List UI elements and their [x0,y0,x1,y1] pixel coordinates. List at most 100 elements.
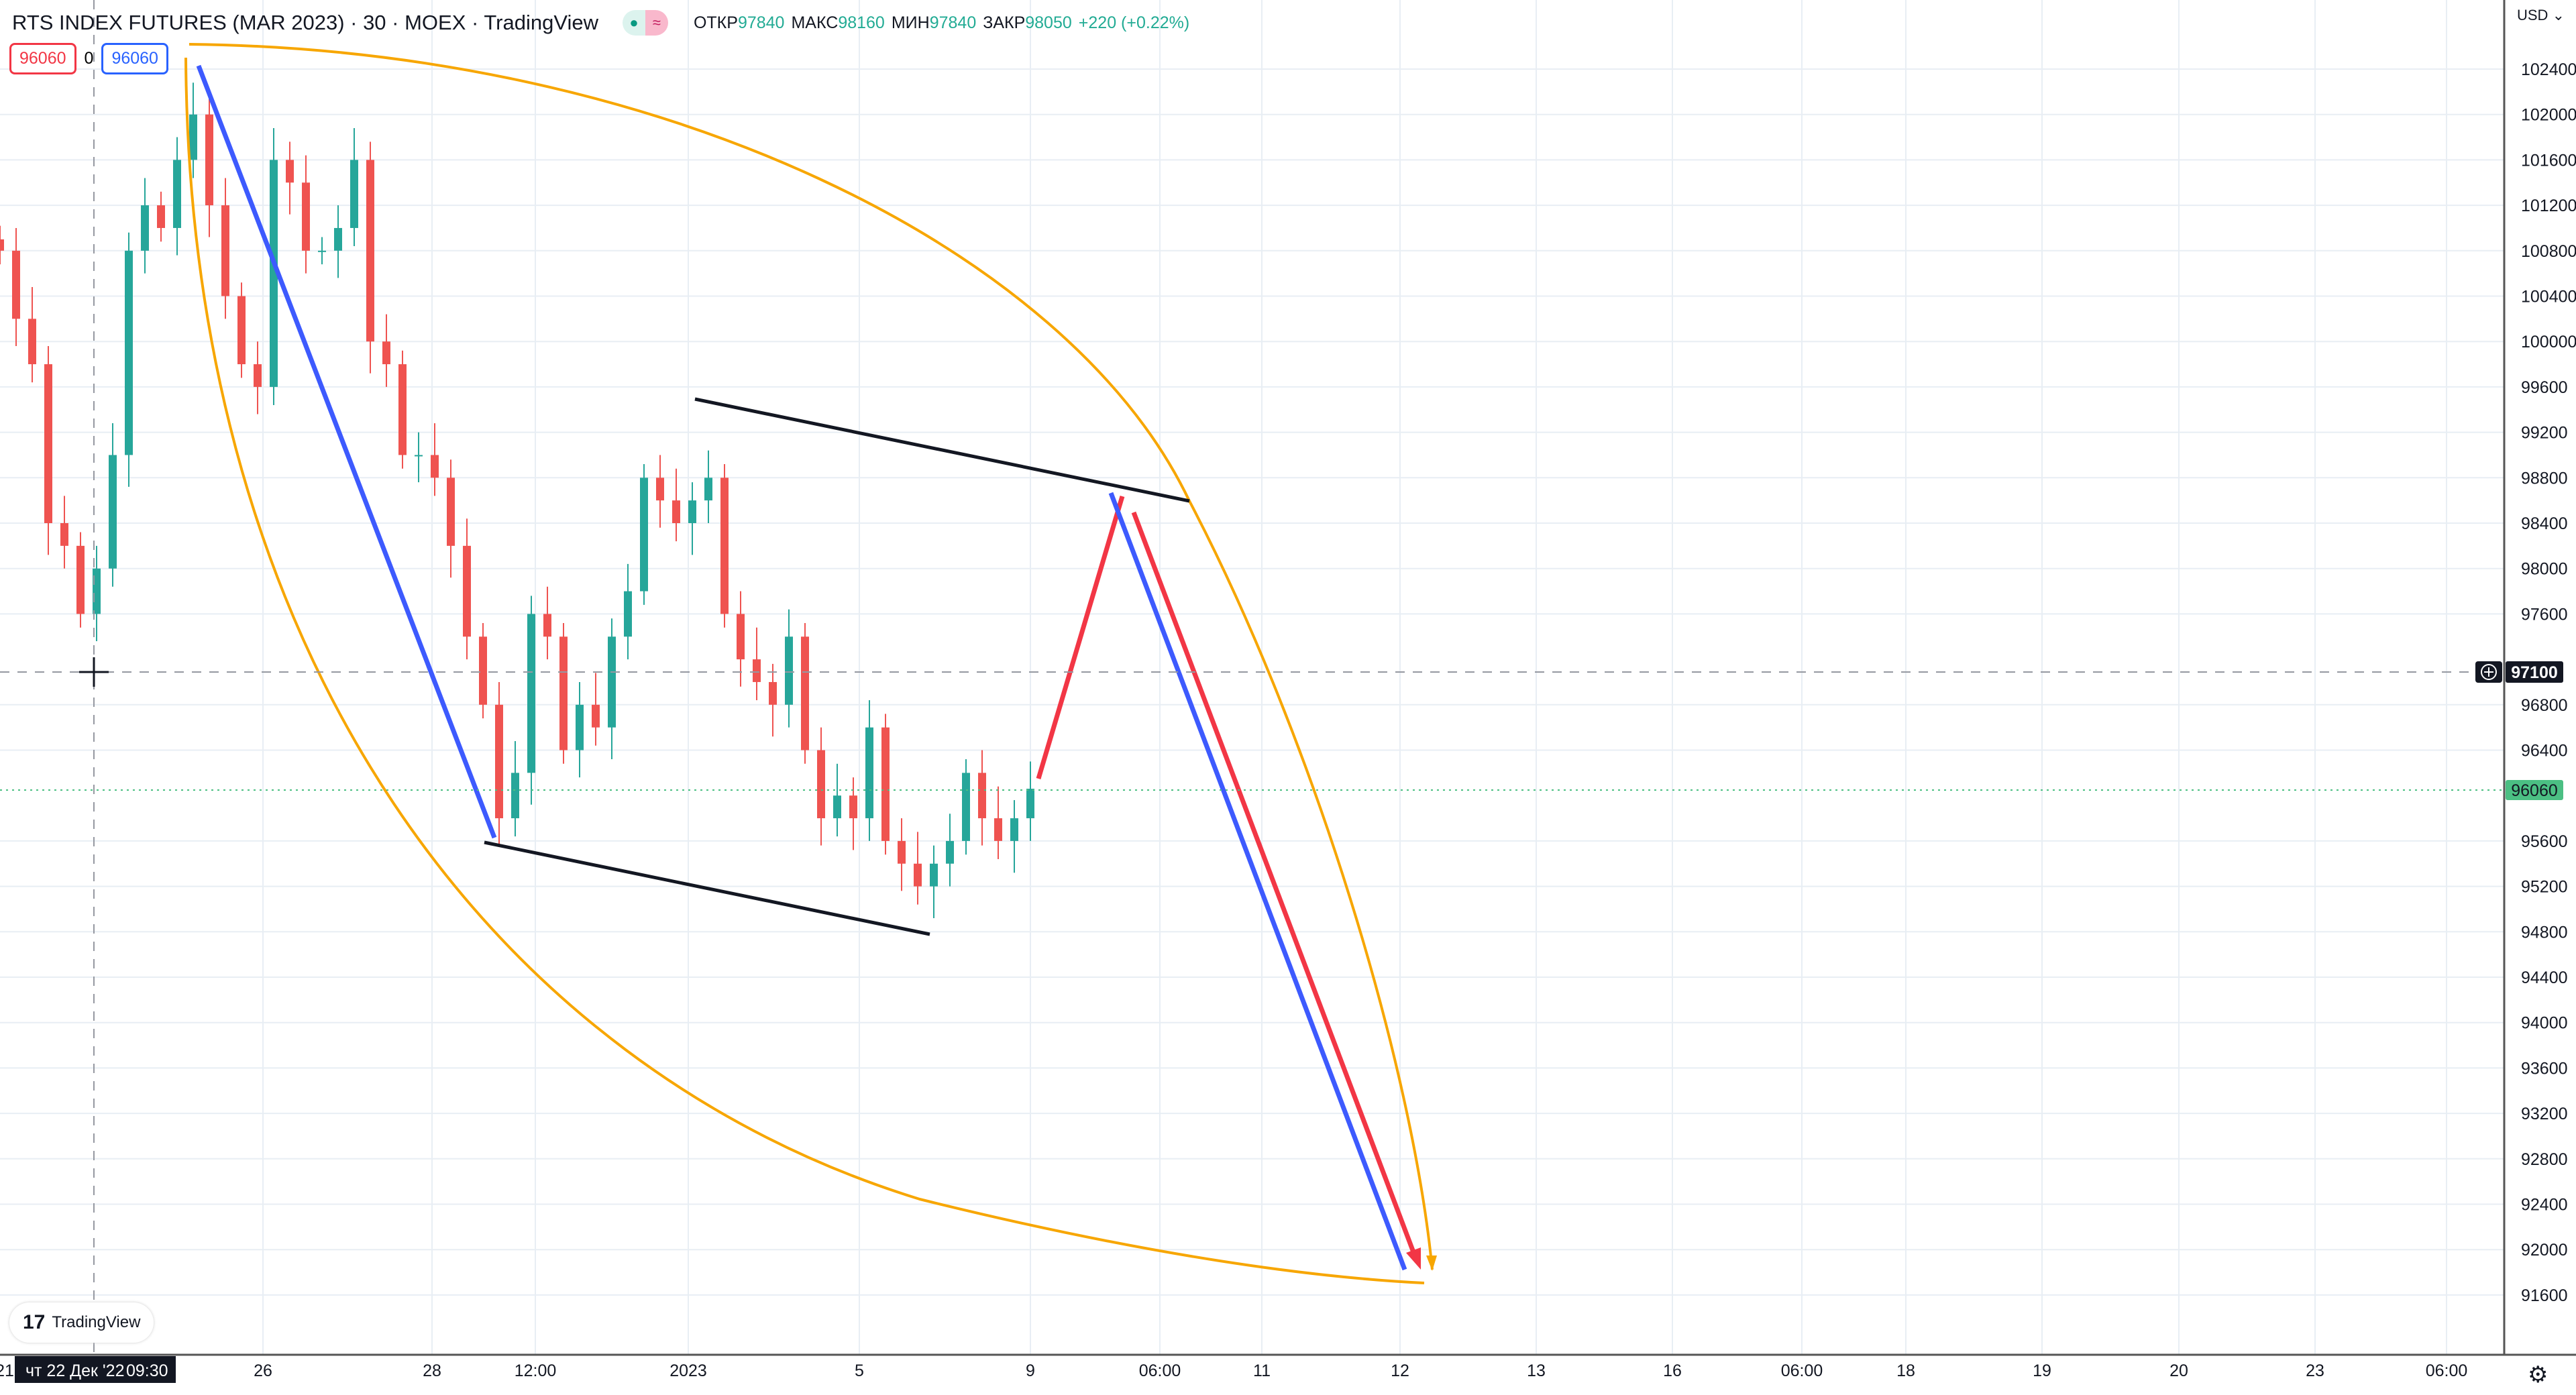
price-tick-label: 98400 [2521,514,2568,533]
sell-button[interactable]: 96060 [9,43,76,74]
candle-body [720,478,729,614]
price-tick-label: 96400 [2521,742,2568,761]
symbol-title[interactable]: RTS INDEX FUTURES (MAR 2023) · 30 · MOEX… [12,11,598,34]
market-status[interactable]: ● ≈ [622,10,668,36]
price-tick-label: 102400 [2521,60,2576,79]
ohlc-legend: ОТКР97840 МАКС98160 МИН97840 ЗАКР98050 +… [694,13,1189,33]
candle-body [785,636,793,705]
candle-body [881,727,890,841]
candle-body [28,319,36,365]
currency-dropdown[interactable]: USD ⌄ [2517,7,2565,24]
open-value: 97840 [737,13,785,32]
price-tick-label: 99600 [2521,378,2568,397]
chart-header: RTS INDEX FUTURES (MAR 2023) · 30 · MOEX… [12,8,1189,38]
candle-body [704,478,712,501]
blue-trend-line[interactable] [196,64,497,839]
price-tick-label: 100400 [2521,288,2576,306]
price-tick-label: 102000 [2521,106,2576,125]
trade-badges: 96060 0 96060 [9,43,168,74]
candle-body [205,114,213,206]
price-tick-label: 96800 [2521,696,2568,715]
candle-body [366,160,374,342]
change-value: +220 (+0.22%) [1078,13,1190,32]
plus-circle-icon [2481,664,2497,680]
low-value: 97840 [929,13,977,32]
time-tick-label: 21 [0,1361,14,1380]
drawings[interactable] [184,43,1437,1284]
black-channel-bottom[interactable] [484,840,930,936]
candle-body [624,591,632,637]
buy-button[interactable]: 96060 [101,43,168,74]
black-channel-top[interactable] [694,397,1190,503]
candle-body [125,250,133,455]
candle-body [769,681,777,705]
candle-body [109,455,117,569]
price-tick-label: 94800 [2521,923,2568,942]
close-label: ЗАКР [983,13,1026,32]
candle-body [576,704,584,750]
time-axis[interactable]: 21 26 28 12:00 2023 5 9 06:00 11 12 13 16 06:00 18 19 2… [0,1361,2467,1380]
red-up-line[interactable] [1036,496,1125,779]
candle-body [592,704,600,728]
time-tick-label: 20 [2169,1361,2188,1380]
price-tick-label: 95200 [2521,878,2568,897]
candle-body [286,160,294,183]
candle-body [447,478,455,546]
red-arrow-head [1406,1247,1421,1270]
candle-body [930,863,938,887]
candle-body [44,364,52,523]
time-tick-label: 16 [1663,1361,1682,1380]
candle-body [688,500,696,523]
price-tick-label: 91600 [2521,1286,2568,1305]
candle-body [431,455,439,478]
open-label: ОТКР [693,13,738,32]
blue-down-arrow[interactable] [1108,492,1407,1271]
time-tick-label: 12 [1391,1361,1409,1380]
chevron-down-icon: ⌄ [2552,7,2565,23]
grid [0,0,2504,1355]
orange-arc-upper[interactable] [189,43,1434,1270]
candle-body [946,840,954,864]
price-tick-label: 95600 [2521,832,2568,851]
price-tick-label: 101200 [2521,197,2576,215]
price-tick-label: 93600 [2521,1059,2568,1078]
candle-body [801,636,809,750]
time-tick-label: 28 [423,1361,441,1380]
time-tick-label: 5 [855,1361,864,1380]
price-tick-label: 98800 [2521,469,2568,488]
candle-body [753,659,761,682]
candle-body [0,239,4,251]
gear-icon[interactable]: ⚙ [2528,1362,2548,1388]
candle-body [495,704,503,819]
candle-body [334,227,342,251]
candle-body [463,545,471,637]
logo-text: TradingView [52,1313,141,1331]
red-down-arrow[interactable] [1131,511,1418,1259]
time-tick-label: 11 [1253,1361,1271,1380]
candle-body [543,614,551,637]
time-tick-label: 18 [1896,1361,1915,1380]
candle-body [608,636,616,728]
orange-arc-lower[interactable] [184,57,1425,1284]
candle-body [237,296,246,365]
price-tick-label: 99200 [2521,424,2568,443]
high-label: МАКС [791,13,839,32]
crosshair-time: 09:30 [126,1361,168,1380]
tradingview-logo[interactable]: 17 TradingView [9,1302,154,1343]
high-value: 98160 [838,13,885,32]
time-tick-label: 06:00 [1139,1361,1181,1380]
tv-logo-icon: 17 [23,1311,46,1333]
crosshair-date: чт 22 Дек '22 [25,1361,124,1380]
time-tick-label: 06:00 [2426,1361,2468,1380]
price-axis[interactable]: 102400 102000 101600 101200 100800 100400 1000… [2521,60,2576,1305]
candle-body [157,205,165,228]
candle-body [527,614,535,773]
candle-body [141,205,149,251]
price-tick-label: 100000 [2521,333,2576,351]
wave-icon: ≈ [645,10,668,36]
low-label: МИН [891,13,930,32]
candle-body [640,478,648,592]
candle-body [173,160,181,228]
candle-body [656,478,664,501]
